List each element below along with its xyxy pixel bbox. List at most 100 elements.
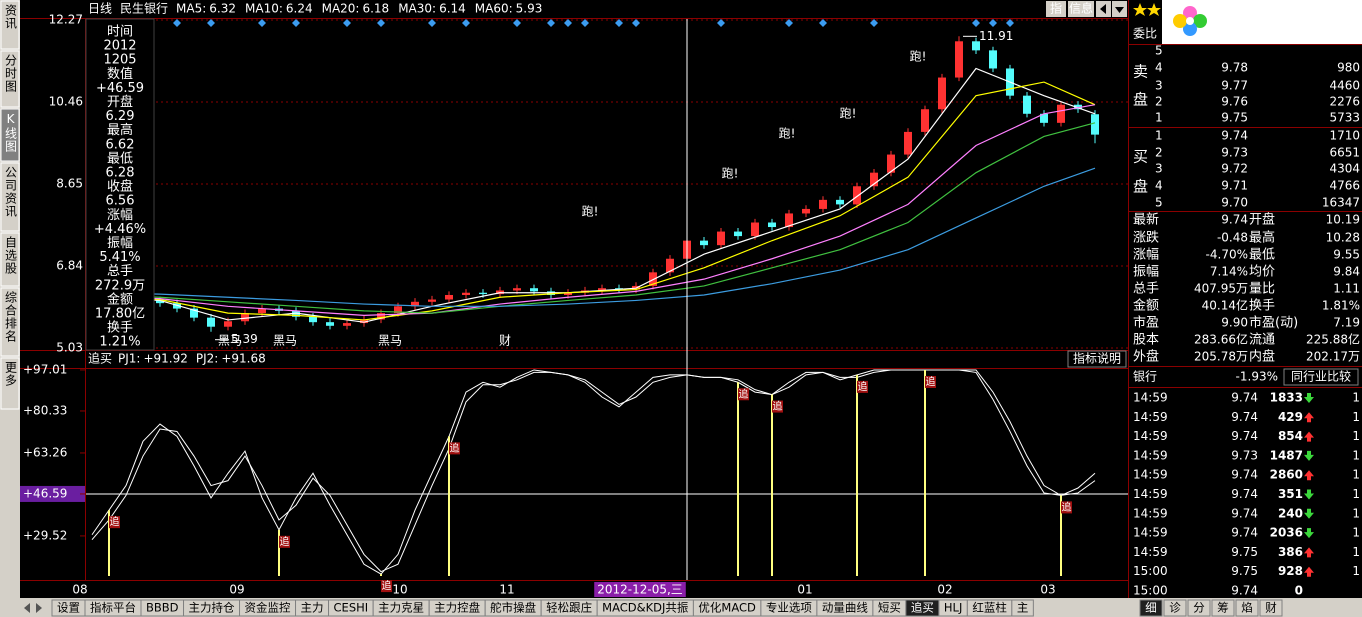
candle-body (309, 316, 317, 323)
price: 9.76 (1221, 95, 1248, 109)
arrow-up (1304, 547, 1314, 558)
y-tick-label: 5.03 (56, 341, 83, 355)
trade-price: 9.74 (1231, 526, 1258, 540)
nav-tab-label: K线图 (4, 112, 18, 153)
help-button[interactable] (1067, 350, 1127, 368)
candle-body (564, 292, 572, 295)
bottom-tab-label: 专业选项 (766, 601, 812, 615)
trade-price: 9.74 (1231, 410, 1258, 424)
candle-body (870, 172, 878, 187)
order-book-title: 委比 (1133, 27, 1157, 41)
ma-name: MA30: (398, 2, 436, 16)
nav-tab[interactable] (0, 232, 20, 287)
signal-diamond (377, 19, 385, 27)
trade-time: 15:00 (1133, 564, 1168, 578)
info-label: 数值 (107, 66, 133, 82)
info-value: 6.29 (106, 109, 135, 124)
volume: 4766 (1329, 179, 1360, 193)
side-tab[interactable] (1259, 599, 1283, 617)
trade-time: 15:00 (1133, 584, 1168, 598)
side-tab[interactable] (1211, 599, 1235, 617)
x-axis-label: 03 (1040, 583, 1055, 597)
trade-volume: 854 (1278, 429, 1303, 443)
scroll-left[interactable] (24, 603, 30, 613)
trade-time: 14:59 (1133, 506, 1168, 520)
stat-value: 205.78万 (1194, 350, 1248, 364)
compare-button[interactable] (1283, 368, 1359, 386)
bottom-tab-label: 主力克星 (378, 601, 424, 615)
trade-volume: 2036 (1270, 526, 1303, 540)
stat-label: 量比 (1249, 282, 1275, 297)
stat-value: 407.95万 (1194, 282, 1248, 296)
info-value: 5.41% (99, 250, 140, 265)
toolbar-button[interactable] (1046, 1, 1066, 17)
info-box (85, 18, 155, 351)
x-axis-label: 01 (797, 583, 812, 597)
tab-scroll[interactable] (24, 603, 42, 613)
annotation: 跑! (779, 127, 796, 141)
signal-diamond (870, 19, 878, 27)
nav-tab[interactable] (0, 0, 20, 50)
stat-value: 40.14亿 (1202, 298, 1248, 313)
signal-box (279, 535, 290, 548)
signal-box (925, 375, 936, 388)
info-label: 振幅 (107, 236, 133, 251)
candle-body (207, 317, 215, 327)
bottom-tab-label: 轻松跟庄 (546, 601, 592, 615)
nav-tab[interactable] (0, 108, 20, 162)
signal-diamond (462, 19, 470, 27)
side-tab[interactable] (1235, 599, 1259, 617)
candle-body (241, 313, 249, 322)
industry-name: 银行 (1133, 370, 1157, 384)
price: 9.78 (1221, 61, 1248, 75)
signal-box (738, 388, 749, 401)
trade-time: 14:59 (1133, 526, 1168, 540)
ma-name: MA60: (475, 2, 513, 16)
info-value: 6.28 (106, 166, 135, 181)
candle-body (530, 288, 538, 292)
nav-tab[interactable] (0, 50, 20, 108)
arrow-up (1304, 412, 1314, 423)
signal-label: 追 (739, 387, 749, 400)
nav-tab[interactable] (0, 357, 20, 410)
side-tab[interactable] (1163, 599, 1187, 617)
indicator-line (91, 369, 1096, 573)
logo-url: www.88gs.com (1240, 30, 1350, 45)
signal-diamond (207, 19, 215, 27)
trade-time: 14:59 (1133, 487, 1168, 501)
bottom-tab-label: 舵市操盘 (490, 601, 536, 615)
stat-label: 开盘 (1249, 212, 1275, 228)
info-value: 17.80亿 (95, 307, 145, 322)
window-buttons[interactable] (1096, 1, 1127, 17)
indicator-name: 追买 (88, 351, 112, 366)
trade-count: 1 (1352, 468, 1360, 482)
candle-body (768, 222, 776, 228)
signal-label: 追 (382, 579, 392, 592)
trade-volume: 240 (1278, 506, 1303, 520)
star (1133, 3, 1147, 16)
bottom-tab[interactable] (1011, 599, 1034, 617)
y-tick-label: +97.01 (23, 362, 67, 376)
scroll-right[interactable] (36, 603, 42, 613)
annotation: 黑马 (273, 334, 297, 348)
bottom-tab-label: 主力持仓 (189, 601, 235, 615)
x-axis-label: 09 (229, 583, 244, 597)
signal-diamond (1006, 19, 1014, 27)
trade-price: 9.74 (1231, 429, 1258, 443)
quote-panel-bg (1128, 0, 1362, 598)
stat-value: -0.48 (1217, 231, 1248, 245)
nav-tab[interactable] (0, 287, 20, 357)
info-label: 总手 (107, 264, 133, 279)
signal-label: 追 (926, 375, 936, 388)
toolbar-button[interactable] (1068, 1, 1094, 17)
signal-box (381, 580, 392, 593)
trade-time: 14:59 (1133, 391, 1168, 405)
candle-body (734, 231, 742, 237)
side-tab[interactable] (1139, 599, 1163, 617)
info-value: 1.21% (99, 335, 140, 350)
side-tab[interactable] (1187, 599, 1211, 617)
info-label: 换手 (107, 321, 133, 336)
nav-tab[interactable] (0, 162, 20, 232)
trade-volume: 429 (1278, 410, 1303, 424)
candle-body (292, 310, 300, 317)
